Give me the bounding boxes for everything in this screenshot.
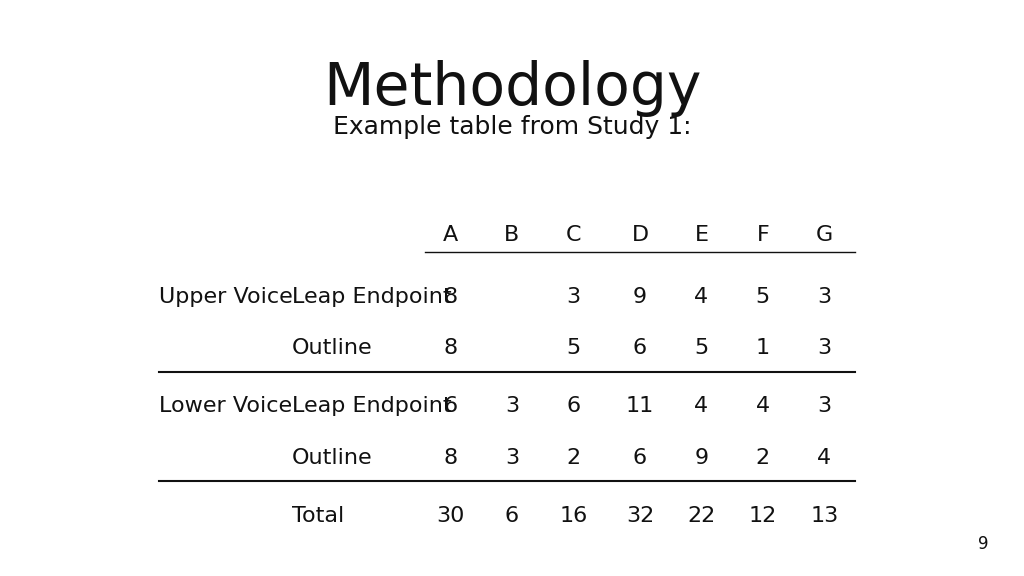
Text: Leap Endpoint: Leap Endpoint (292, 396, 452, 416)
Text: 3: 3 (566, 287, 581, 306)
Text: Total: Total (292, 506, 344, 525)
Text: 6: 6 (633, 339, 647, 358)
Text: 2: 2 (756, 448, 770, 468)
Text: 6: 6 (443, 396, 458, 416)
Text: 8: 8 (443, 287, 458, 306)
Text: 3: 3 (505, 396, 519, 416)
Text: 6: 6 (505, 506, 519, 525)
Text: 9: 9 (978, 535, 988, 553)
Text: Methodology: Methodology (323, 60, 701, 118)
Text: 12: 12 (749, 506, 777, 525)
Text: 32: 32 (626, 506, 654, 525)
Text: 8: 8 (443, 339, 458, 358)
Text: 4: 4 (694, 396, 709, 416)
Text: 9: 9 (633, 287, 647, 306)
Text: 6: 6 (566, 396, 581, 416)
Text: E: E (694, 225, 709, 245)
Text: 30: 30 (436, 506, 465, 525)
Text: F: F (757, 225, 769, 245)
Text: Upper Voice: Upper Voice (159, 287, 293, 306)
Text: G: G (816, 225, 833, 245)
Text: 3: 3 (817, 287, 831, 306)
Text: Outline: Outline (292, 339, 373, 358)
Text: 1: 1 (756, 339, 770, 358)
Text: 2: 2 (566, 448, 581, 468)
Text: 3: 3 (505, 448, 519, 468)
Text: 5: 5 (756, 287, 770, 306)
Text: 16: 16 (559, 506, 588, 525)
Text: 9: 9 (694, 448, 709, 468)
Text: A: A (443, 225, 458, 245)
Text: C: C (565, 225, 582, 245)
Text: Outline: Outline (292, 448, 373, 468)
Text: 4: 4 (756, 396, 770, 416)
Text: B: B (505, 225, 519, 245)
Text: 5: 5 (694, 339, 709, 358)
Text: Example table from Study 1:: Example table from Study 1: (333, 115, 691, 139)
Text: 3: 3 (817, 396, 831, 416)
Text: 4: 4 (817, 448, 831, 468)
Text: Lower Voice: Lower Voice (159, 396, 292, 416)
Text: 22: 22 (687, 506, 716, 525)
Text: 8: 8 (443, 448, 458, 468)
Text: 13: 13 (810, 506, 839, 525)
Text: D: D (632, 225, 648, 245)
Text: 3: 3 (817, 339, 831, 358)
Text: 6: 6 (633, 448, 647, 468)
Text: 5: 5 (566, 339, 581, 358)
Text: 11: 11 (626, 396, 654, 416)
Text: 4: 4 (694, 287, 709, 306)
Text: Leap Endpoint: Leap Endpoint (292, 287, 452, 306)
